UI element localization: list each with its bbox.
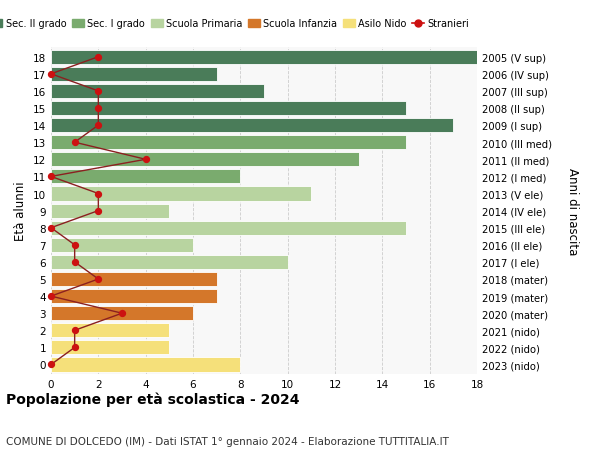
Point (94, 207, 103, 215)
Bar (51, 324, 169, 337)
Point (46, 224, 56, 232)
Point (70, 139, 79, 146)
Y-axis label: Anni di nascita: Anni di nascita (566, 168, 579, 255)
Point (70, 344, 79, 351)
Bar (51, 119, 454, 133)
Point (94, 54, 103, 61)
Point (70, 241, 79, 249)
Bar (51, 187, 311, 201)
Y-axis label: Età alunni: Età alunni (14, 181, 28, 241)
Point (70, 327, 79, 334)
Legend: Sec. II grado, Sec. I grado, Scuola Primaria, Scuola Infanzia, Asilo Nido, Stran: Sec. II grado, Sec. I grado, Scuola Prim… (0, 16, 473, 34)
Point (117, 310, 127, 317)
Bar (51, 238, 193, 252)
Bar (51, 255, 287, 269)
Point (94, 122, 103, 129)
Point (94, 276, 103, 283)
Bar (51, 307, 193, 320)
Point (46, 71, 56, 78)
Point (46, 174, 56, 181)
Text: COMUNE DI DOLCEDO (IM) - Dati ISTAT 1° gennaio 2024 - Elaborazione TUTTITALIA.IT: COMUNE DI DOLCEDO (IM) - Dati ISTAT 1° g… (6, 436, 449, 446)
Bar (51, 358, 241, 372)
Bar (51, 67, 217, 82)
Point (94, 190, 103, 198)
Bar (51, 136, 406, 150)
Point (141, 156, 151, 163)
Bar (51, 272, 217, 286)
Point (94, 88, 103, 95)
Bar (51, 341, 169, 355)
Bar (51, 290, 217, 303)
Point (70, 259, 79, 266)
Bar (51, 221, 406, 235)
Text: Popolazione per età scolastica - 2024: Popolazione per età scolastica - 2024 (6, 392, 299, 406)
Bar (51, 153, 359, 167)
Bar (51, 85, 264, 99)
Bar (51, 204, 169, 218)
Bar (51, 170, 241, 184)
Point (46, 293, 56, 300)
Bar (51, 102, 406, 116)
Bar (51, 50, 477, 65)
Point (46, 361, 56, 369)
Point (94, 105, 103, 112)
